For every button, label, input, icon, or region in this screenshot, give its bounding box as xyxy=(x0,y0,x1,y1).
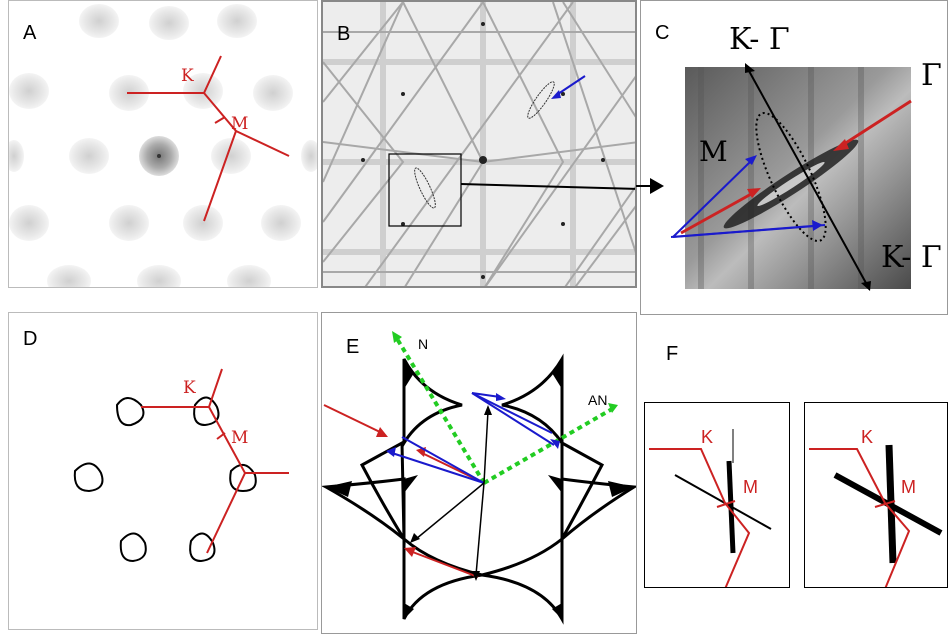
panel-a-pockets xyxy=(9,4,317,287)
panel-f-right: K M xyxy=(804,402,948,588)
panel-f: F K M K M xyxy=(640,318,948,634)
panel-b-plot xyxy=(323,2,635,286)
panel-f-left-black-thin xyxy=(674,474,772,530)
panel-f-left-red-path xyxy=(649,448,751,587)
panel-a-bz-path xyxy=(127,55,290,222)
panel-d-bz-path xyxy=(141,368,289,554)
panel-c-k-gamma-bottom-label: K- Γ xyxy=(881,240,942,275)
panel-c-label: C xyxy=(655,22,670,44)
panel-b: B xyxy=(321,0,637,288)
panel-f-left-k-label: K xyxy=(701,427,713,447)
panel-c-red-arrow-upper xyxy=(840,99,912,148)
panel-e: N AN E xyxy=(321,312,637,634)
panel-e-pocket-fill xyxy=(326,359,634,619)
panel-e-black-arrows xyxy=(415,410,489,576)
panel-f-label: F xyxy=(666,343,679,365)
panel-a-plot: K M xyxy=(9,4,317,287)
panel-f-right-plot: K M xyxy=(809,427,943,587)
panel-e-red-lower-arrow xyxy=(409,550,479,578)
panel-c-red-arrow-lower xyxy=(680,191,754,235)
panel-f-left-black-thick xyxy=(726,460,736,554)
panel-e-an-label: AN xyxy=(588,392,607,408)
panel-e-green-an-arrow xyxy=(482,407,614,485)
panel-e-blue-arrows xyxy=(391,392,555,484)
panel-b-zoom-box xyxy=(388,153,462,227)
panel-c-plot: K- Γ K- Γ Γ M xyxy=(670,22,942,291)
panel-e-star-pockets xyxy=(322,353,636,625)
panel-d-plot: K M xyxy=(73,368,289,563)
panel-c-dotted-ellipse xyxy=(755,111,827,243)
panel-a-m-label: M xyxy=(231,114,248,134)
panel-d-k-label: K xyxy=(183,378,196,398)
panel-b-upper-ellipse xyxy=(527,81,555,119)
panel-f-right-k-label: K xyxy=(861,427,873,447)
panel-c-blue-arrow-up xyxy=(672,160,752,238)
panel-b-connector-line xyxy=(460,183,635,190)
panel-a-label: A xyxy=(23,22,37,44)
panel-f-right-m-label: M xyxy=(901,477,916,497)
panel-e-red-external-arrow xyxy=(323,404,383,434)
panel-c-gamma-label: Γ xyxy=(921,58,942,93)
panel-c-m-label: M xyxy=(699,135,728,168)
panel-f-left-m-label: M xyxy=(743,477,758,497)
panel-d-pockets xyxy=(73,396,257,563)
panel-b-nodes xyxy=(361,22,605,279)
panel-c-k-gamma-top-label: K- Γ xyxy=(729,22,790,57)
panel-e-plot: N AN xyxy=(322,331,636,625)
panel-d: K M D xyxy=(8,312,318,630)
panel-b-blue-arrow xyxy=(554,75,586,97)
panel-a: K M A xyxy=(8,0,318,288)
panel-c: K- Γ K- Γ Γ M C xyxy=(640,0,948,315)
panel-f-right-black-thick xyxy=(885,444,897,564)
panel-c-k-gamma-arrow xyxy=(748,70,867,284)
panel-f-left: K M xyxy=(644,402,790,588)
panel-d-m-label: M xyxy=(231,428,248,448)
panel-e-green-n-arrow xyxy=(394,335,486,485)
panel-b-label: B xyxy=(337,23,351,45)
panel-e-n-label: N xyxy=(418,336,428,352)
panel-d-label: D xyxy=(23,328,38,350)
panel-f-left-plot: K M xyxy=(649,427,772,587)
panel-a-k-label: K xyxy=(181,66,194,86)
panel-e-label: E xyxy=(346,336,360,358)
